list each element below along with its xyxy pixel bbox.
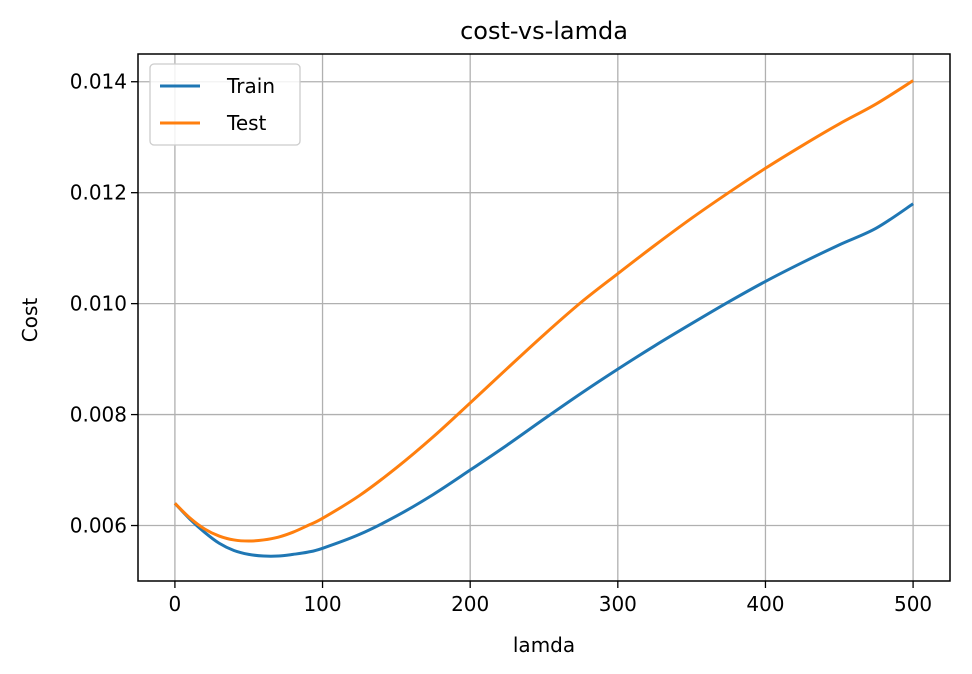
x-tick-label: 400 <box>746 592 784 616</box>
x-tick-label: 300 <box>599 592 637 616</box>
x-tick-label: 0 <box>169 592 182 616</box>
series-lines <box>173 79 914 558</box>
x-tick-label: 200 <box>451 592 489 616</box>
y-tick-label: 0.010 <box>70 292 127 316</box>
plot-frame <box>137 53 951 582</box>
axis-ticks: 0 100 200 300 400 500 0.006 0.008 0.010 0.012 0.01… <box>70 70 932 616</box>
x-tick-label: 100 <box>303 592 341 616</box>
y-tick-label: 0.012 <box>70 181 127 205</box>
legend: Train Test <box>149 63 301 146</box>
legend-label-train: Train <box>226 74 275 98</box>
y-tick-label: 0.014 <box>70 70 127 94</box>
x-tick-label: 500 <box>894 592 932 616</box>
series-line-test <box>173 79 914 543</box>
chart-title: cost-vs-lamda <box>460 17 628 45</box>
legend-label-test: Test <box>226 111 267 135</box>
x-axis-label: lamda <box>513 633 575 657</box>
series-line-train <box>173 202 914 558</box>
y-axis-label: Cost <box>18 298 42 343</box>
legend-box <box>149 63 301 146</box>
y-tick-label: 0.008 <box>70 403 127 427</box>
y-tick-label: 0.006 <box>70 514 127 538</box>
